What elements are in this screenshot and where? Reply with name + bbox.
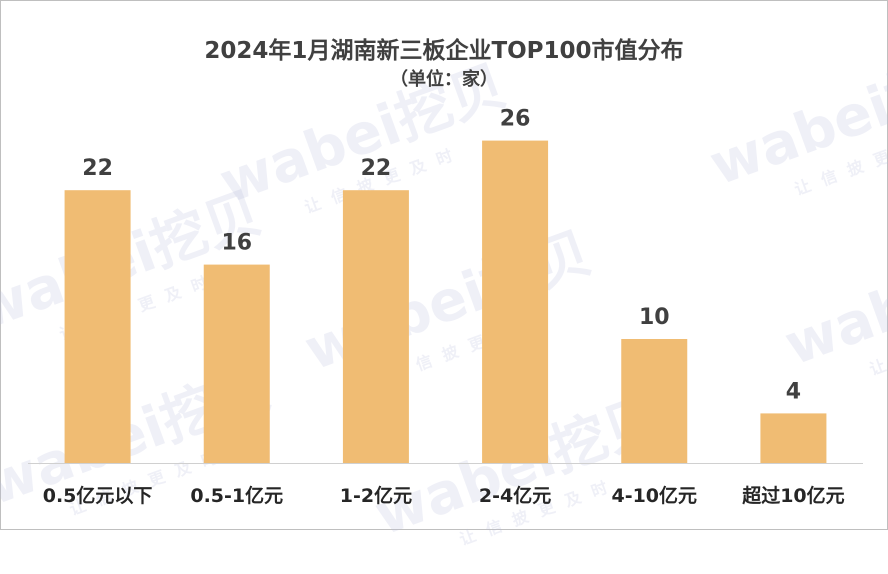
bar: [203, 264, 270, 463]
x-tick-label: 1-2亿元: [340, 484, 412, 507]
chart-frame: wabei挖贝 让信披更及时 wabei挖贝 让信披更及时 wabei挖贝 让信…: [0, 0, 888, 549]
data-label: 4: [786, 379, 801, 404]
bar: [64, 190, 131, 463]
chart-subtitle: （单位：家）: [390, 69, 498, 90]
data-label: 26: [500, 107, 531, 132]
x-tick-label: 2-4亿元: [479, 484, 551, 507]
data-label: 22: [82, 156, 113, 181]
data-label: 22: [361, 156, 392, 181]
x-tick-label: 超过10亿元: [741, 484, 844, 507]
x-tick-label: 0.5亿元以下: [43, 484, 153, 507]
bar: [760, 413, 827, 463]
bar-chart: 22 0.5亿元以下 16 0.5-1亿元 22 1-2亿元 26 2-4亿元 10 4-10亿元…: [28, 107, 863, 507]
chart-title: 2024年1月湖南新三板企业TOP100市值分布: [204, 38, 684, 64]
x-tick-label: 4-10亿元: [611, 484, 697, 507]
data-label: 16: [221, 231, 252, 256]
x-tick-label: 0.5-1亿元: [190, 484, 283, 507]
bar: [342, 190, 409, 463]
bar: [482, 140, 549, 463]
bar: [621, 339, 688, 463]
data-label: 10: [639, 305, 670, 330]
